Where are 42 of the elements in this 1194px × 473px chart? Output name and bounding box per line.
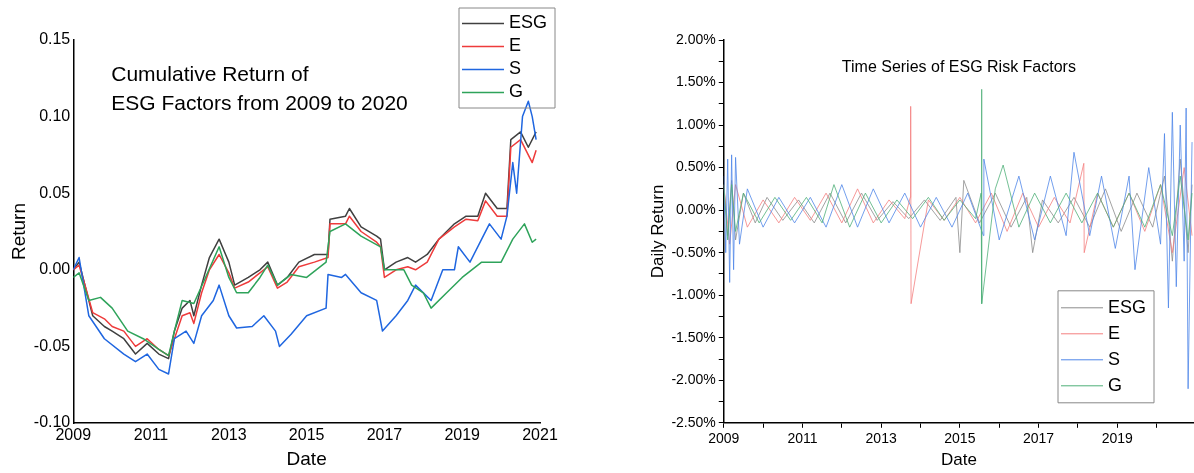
x-tick-label: 2019	[1101, 430, 1134, 447]
y-tick-label: 2.00%	[676, 30, 716, 47]
y-tick-label: 0.50%	[676, 158, 716, 175]
x-axis-title: Date	[940, 450, 977, 470]
x-tick-label: 2015	[288, 426, 325, 444]
y-tick-label: -1.00%	[671, 286, 716, 303]
legend-label: G	[509, 81, 524, 102]
legend-label: E	[1108, 322, 1121, 343]
legend-label: S	[509, 58, 522, 79]
y-tick-label: -1.50%	[671, 328, 716, 345]
y-tick-label: -0.50%	[671, 243, 716, 260]
x-tick-label: 2017	[366, 426, 403, 444]
x-tick-label: 2021	[522, 426, 558, 444]
text: Time Series of ESG Risk Factors	[841, 58, 1076, 76]
y-tick-label: 0.10	[39, 107, 71, 125]
y-tick-label: -2.00%	[671, 371, 716, 388]
y-tick-label: -0.05	[33, 336, 71, 354]
y-axis-title: Daily Return	[647, 184, 667, 279]
y-axis-title: Return	[7, 202, 29, 261]
y-tick-label: 1.50%	[676, 73, 716, 90]
legend-label: G	[1108, 374, 1123, 395]
x-tick-label: 2019	[444, 426, 481, 444]
text: Cumulative Return of ESG Factors from 2009 to 2020	[111, 61, 408, 114]
y-tick-label: 1.00%	[676, 115, 716, 132]
x-tick-label: 2013	[211, 426, 247, 444]
y-tick-label: 0.15	[39, 30, 71, 48]
y-tick-label: 0.00	[39, 260, 71, 278]
x-tick-label: 2009	[55, 426, 92, 444]
legend-label: ESG	[1108, 296, 1147, 317]
legend-label: E	[509, 35, 522, 56]
legend-label: S	[1108, 348, 1121, 369]
x-axis-title: Date	[286, 447, 327, 469]
legend-label: ESG	[509, 12, 548, 33]
x-tick-label: 2015	[944, 430, 976, 447]
y-tick-label: -2.50%	[671, 413, 716, 430]
y-tick-label: 0.00%	[676, 200, 716, 217]
x-tick-label: 2017	[1022, 430, 1055, 447]
x-tick-label: 2011	[787, 430, 818, 447]
x-tick-label: 2011	[133, 426, 169, 444]
x-tick-label: 2009	[708, 430, 740, 447]
x-tick-label: 2013	[865, 430, 897, 447]
y-tick-label: 0.05	[39, 183, 71, 201]
